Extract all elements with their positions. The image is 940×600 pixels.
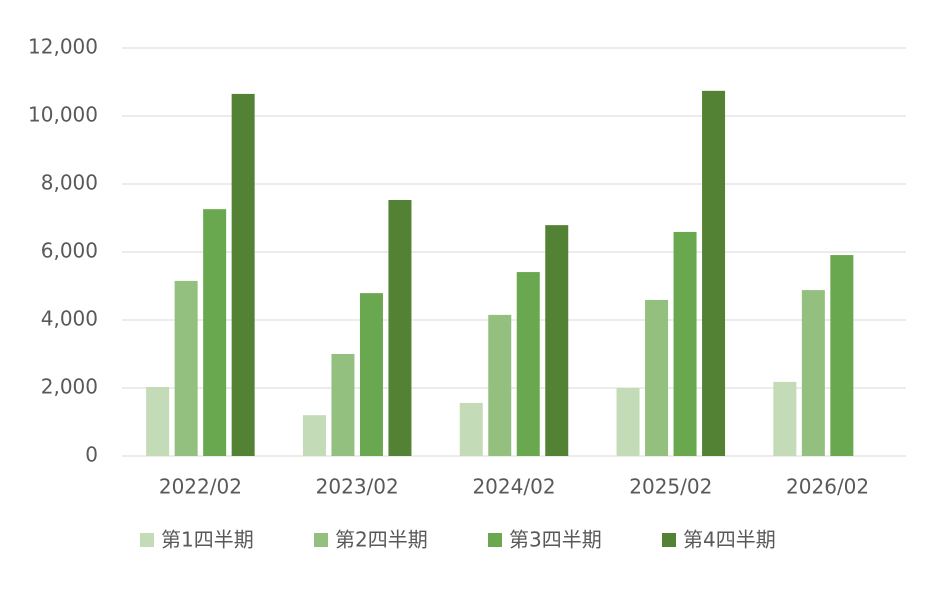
bar (545, 225, 569, 456)
y-tick-label: 0 (85, 443, 98, 467)
bar (830, 255, 854, 456)
y-tick-label: 10,000 (28, 103, 98, 127)
bar (388, 199, 412, 457)
y-tick-label: 6,000 (41, 239, 98, 263)
bar (673, 231, 697, 456)
legend-label: 第4四半期 (683, 528, 776, 552)
bar (174, 280, 198, 456)
bar (645, 299, 669, 456)
y-tick-label: 4,000 (41, 307, 98, 331)
bar (616, 388, 640, 456)
legend-label: 第2四半期 (335, 528, 428, 552)
bar (331, 354, 355, 456)
bar (801, 290, 825, 456)
y-tick-label: 12,000 (28, 35, 98, 59)
legend-swatch (314, 533, 328, 547)
bar (302, 415, 326, 456)
legend-label: 第1四半期 (161, 528, 254, 552)
x-tick-label: 2026/02 (786, 475, 869, 499)
bar (773, 381, 797, 456)
x-tick-label: 2022/02 (159, 475, 242, 499)
x-tick-label: 2024/02 (472, 475, 555, 499)
legend-label: 第3四半期 (509, 528, 602, 552)
bar (359, 293, 383, 456)
bar (488, 314, 512, 456)
x-tick-label: 2023/02 (316, 475, 399, 499)
legend-swatch (662, 533, 676, 547)
legend-swatch (488, 533, 502, 547)
bar (231, 93, 255, 457)
legend-swatch (140, 533, 154, 547)
bar (516, 272, 540, 456)
bar (459, 402, 483, 456)
bar (146, 386, 170, 456)
y-tick-label: 8,000 (41, 171, 98, 195)
y-tick-label: 2,000 (41, 375, 98, 399)
bar (203, 209, 227, 456)
bar (702, 90, 726, 456)
x-tick-label: 2025/02 (629, 475, 712, 499)
